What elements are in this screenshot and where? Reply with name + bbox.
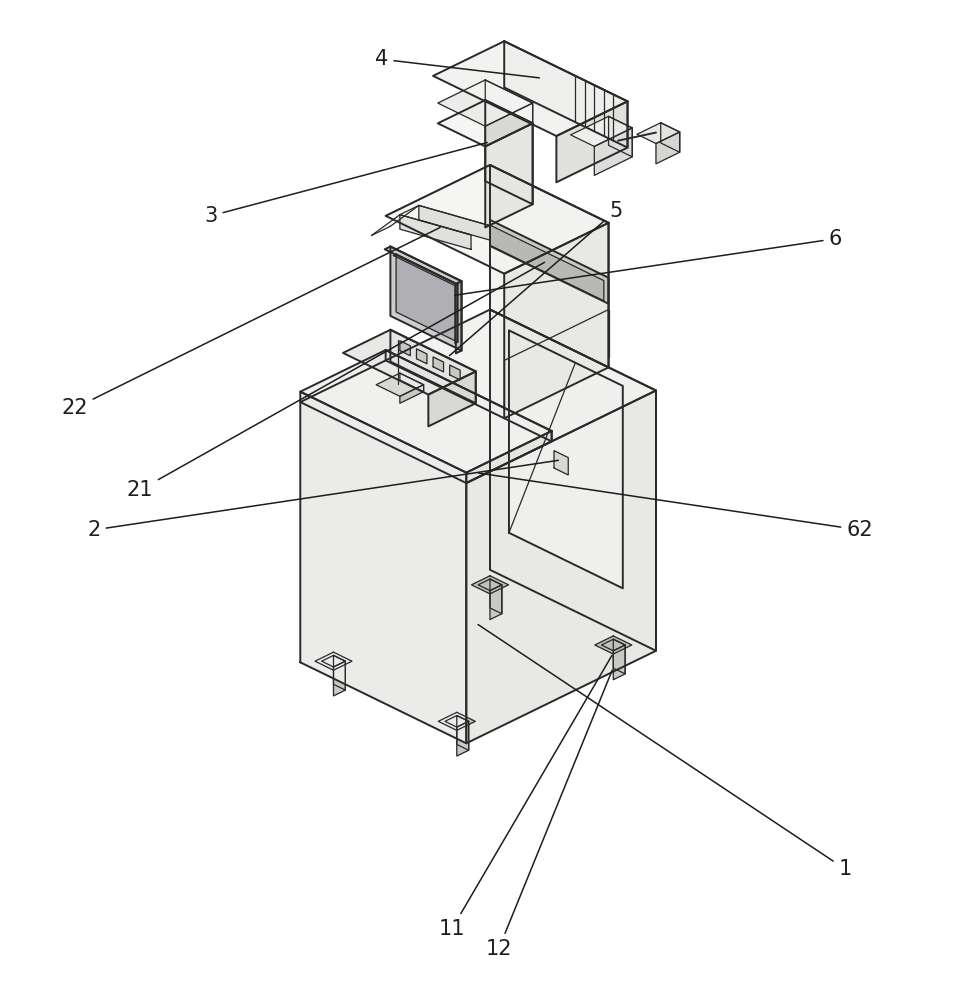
Polygon shape	[613, 645, 624, 680]
Polygon shape	[489, 225, 603, 301]
Polygon shape	[485, 103, 532, 146]
Polygon shape	[594, 636, 631, 654]
Polygon shape	[485, 123, 532, 227]
Polygon shape	[418, 205, 489, 240]
Polygon shape	[333, 655, 345, 690]
Polygon shape	[438, 100, 532, 146]
Polygon shape	[594, 128, 631, 175]
Polygon shape	[416, 349, 427, 364]
Text: 1: 1	[478, 625, 851, 879]
Text: 2: 2	[87, 460, 558, 540]
Polygon shape	[489, 165, 608, 367]
Text: 5: 5	[449, 201, 621, 356]
Polygon shape	[433, 357, 443, 372]
Polygon shape	[485, 80, 532, 123]
Text: 21: 21	[126, 262, 544, 500]
Text: 12: 12	[485, 670, 612, 959]
Polygon shape	[445, 716, 468, 727]
Polygon shape	[400, 373, 423, 392]
Polygon shape	[343, 330, 475, 395]
Polygon shape	[489, 220, 608, 304]
Polygon shape	[456, 721, 468, 756]
Polygon shape	[321, 655, 345, 667]
Polygon shape	[438, 712, 475, 730]
Polygon shape	[570, 116, 631, 146]
Polygon shape	[300, 310, 656, 483]
Polygon shape	[315, 652, 352, 670]
Text: 22: 22	[62, 227, 440, 418]
Polygon shape	[478, 579, 501, 591]
Polygon shape	[466, 391, 656, 743]
Text: 62: 62	[478, 473, 872, 540]
Polygon shape	[400, 341, 410, 356]
Polygon shape	[433, 41, 627, 136]
Polygon shape	[449, 365, 459, 380]
Text: 3: 3	[204, 143, 487, 226]
Polygon shape	[455, 281, 461, 353]
Polygon shape	[489, 585, 501, 620]
Polygon shape	[390, 247, 461, 351]
Polygon shape	[428, 371, 475, 426]
Polygon shape	[384, 247, 461, 284]
Polygon shape	[300, 350, 551, 473]
Polygon shape	[613, 639, 624, 674]
Polygon shape	[393, 254, 457, 286]
Polygon shape	[504, 223, 608, 418]
Polygon shape	[438, 80, 532, 126]
Polygon shape	[608, 116, 631, 157]
Polygon shape	[636, 123, 679, 144]
Polygon shape	[471, 576, 508, 594]
Polygon shape	[300, 392, 466, 743]
Text: 6: 6	[454, 229, 841, 295]
Polygon shape	[489, 579, 501, 614]
Polygon shape	[400, 385, 423, 403]
Polygon shape	[489, 310, 656, 651]
Polygon shape	[601, 639, 624, 651]
Text: 11: 11	[439, 655, 612, 939]
Polygon shape	[385, 165, 608, 274]
Text: 4: 4	[375, 49, 539, 78]
Polygon shape	[454, 284, 457, 343]
Polygon shape	[390, 330, 475, 403]
Polygon shape	[553, 451, 568, 475]
Polygon shape	[456, 716, 468, 750]
Polygon shape	[504, 41, 627, 148]
Polygon shape	[376, 373, 423, 396]
Polygon shape	[508, 330, 622, 588]
Polygon shape	[656, 132, 679, 164]
Polygon shape	[400, 215, 471, 249]
Polygon shape	[385, 350, 551, 441]
Polygon shape	[396, 254, 457, 342]
Polygon shape	[485, 100, 532, 204]
Polygon shape	[660, 123, 679, 152]
Polygon shape	[466, 431, 551, 483]
Polygon shape	[333, 661, 345, 696]
Polygon shape	[556, 101, 627, 182]
